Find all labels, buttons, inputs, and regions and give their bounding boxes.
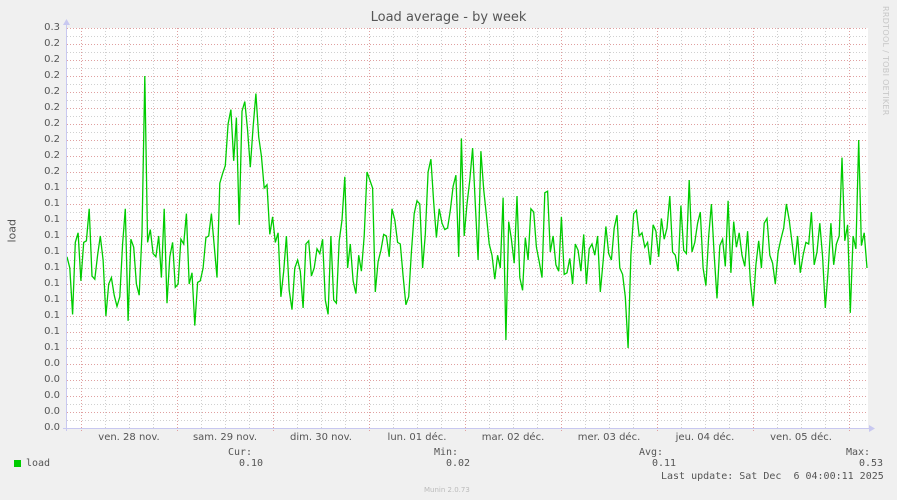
y-axis-arrow-icon <box>63 19 70 25</box>
y-tick-label: 0.0 <box>44 406 60 417</box>
y-tick-label: 0.1 <box>44 326 60 337</box>
y-tick-label: 0.2 <box>44 166 60 177</box>
legend-cur-label: Cur: <box>228 447 253 458</box>
y-tick-label: 0.1 <box>44 294 60 305</box>
y-tick-label: 0.1 <box>44 342 60 353</box>
x-tick-label: ven. 28 nov. <box>98 432 160 443</box>
y-tick-label: 0.2 <box>44 70 60 81</box>
axes <box>63 19 875 432</box>
y-tick-label: 0.1 <box>44 278 60 289</box>
legend-cur-value: 0.10 <box>239 458 264 469</box>
x-tick-label: lun. 01 déc. <box>387 432 447 443</box>
load-line <box>66 75 868 349</box>
legend-max-label: Max: <box>846 447 871 458</box>
y-tick-label: 0.1 <box>44 310 60 321</box>
x-tick-label: dim. 30 nov. <box>290 432 352 443</box>
x-tick-label: jeu. 04 déc. <box>675 432 735 443</box>
y-tick-label: 0.1 <box>44 182 60 193</box>
x-tick-label: mer. 03 déc. <box>577 432 641 443</box>
x-tick-label: ven. 05 déc. <box>770 432 832 443</box>
x-axis-arrow-icon <box>869 425 875 432</box>
munin-version: Munin 2.0.73 <box>424 486 470 494</box>
y-tick-label: 0.1 <box>44 198 60 209</box>
x-tick-label: mar. 02 déc. <box>481 432 545 443</box>
y-tick-label: 0.2 <box>44 102 60 113</box>
y-tick-label: 0.2 <box>44 86 60 97</box>
y-tick-label: 0.2 <box>44 54 60 65</box>
y-tick-label: 0.1 <box>44 246 60 257</box>
legend-min-value: 0.02 <box>446 458 471 469</box>
legend-avg-value: 0.11 <box>652 458 677 469</box>
y-tick-label: 0.1 <box>44 230 60 241</box>
y-tick-label: 0.0 <box>44 374 60 385</box>
y-tick-label: 0.2 <box>44 38 60 49</box>
legend-max-value: 0.53 <box>859 458 884 469</box>
last-update-text: Last update: Sat Dec 6 04:00:11 2025 <box>661 471 884 482</box>
minor-grid <box>67 28 868 428</box>
load-series <box>66 75 868 349</box>
rrdtool-watermark: RRDTOOL / TOBI OETIKER <box>881 6 890 116</box>
legend-avg-label: Avg: <box>639 447 664 458</box>
y-tick-label: 0.2 <box>44 118 60 129</box>
y-tick-label: 0.2 <box>44 150 60 161</box>
y-tick-label: 0.1 <box>44 262 60 273</box>
legend-min-label: Min: <box>434 447 459 458</box>
y-tick-label: 0.0 <box>44 358 60 369</box>
legend-series-name: load <box>26 458 51 469</box>
y-tick-label: 0.0 <box>44 390 60 401</box>
x-tick-label: sam. 29 nov. <box>192 432 258 443</box>
chart-title: Load average - by week <box>370 10 527 25</box>
y-tick-label: 0.0 <box>44 422 60 433</box>
legend-color-swatch <box>14 460 21 467</box>
y-tick-label: 0.2 <box>44 134 60 145</box>
y-tick-label: 0.1 <box>44 214 60 225</box>
y-tick-label: 0.3 <box>44 22 60 33</box>
